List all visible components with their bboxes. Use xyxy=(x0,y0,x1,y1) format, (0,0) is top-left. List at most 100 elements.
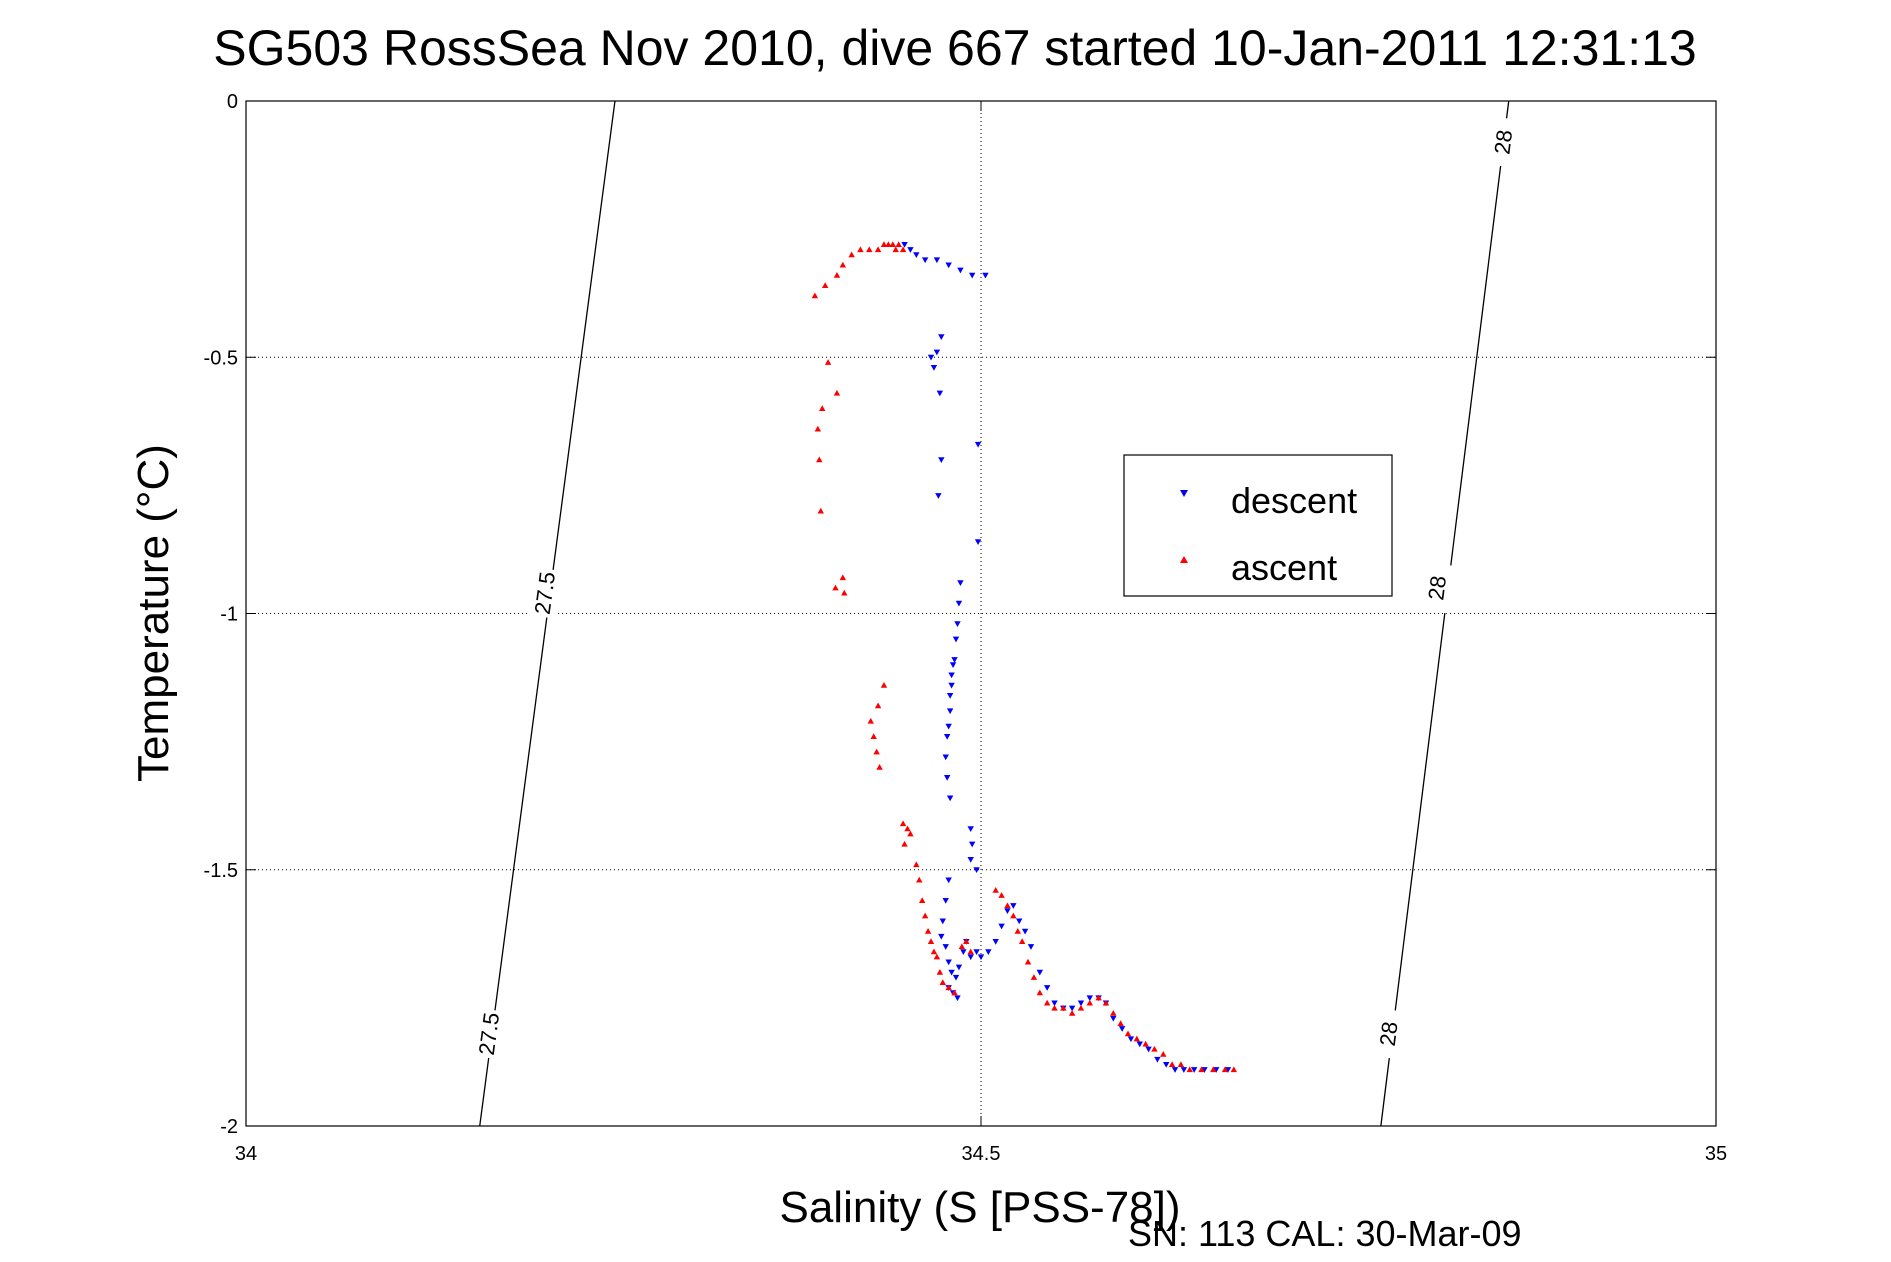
descent-point xyxy=(951,657,958,663)
ascent-point xyxy=(885,241,892,248)
ascent-point xyxy=(1010,912,1017,919)
descent-point xyxy=(960,949,967,955)
ascent-point xyxy=(1142,1040,1149,1047)
ascent-point xyxy=(1077,1004,1085,1011)
descent-point xyxy=(945,262,952,269)
ascent-point xyxy=(816,456,823,463)
descent-point xyxy=(1027,944,1035,950)
descent-point xyxy=(1127,1036,1135,1043)
descent-point xyxy=(982,272,989,279)
descent-point xyxy=(973,867,980,873)
descent-point xyxy=(921,257,929,264)
descent-point xyxy=(1213,1067,1220,1073)
descent-point xyxy=(968,841,976,848)
descent-point xyxy=(901,241,908,248)
ascent-point xyxy=(963,938,970,945)
ascent-point xyxy=(811,292,819,299)
density-contour-28 xyxy=(1380,100,1510,1127)
ascent-point xyxy=(876,764,883,770)
ascent-point xyxy=(874,702,882,709)
legend-box xyxy=(1123,454,1393,597)
data-points xyxy=(811,241,1238,1073)
descent-point xyxy=(967,826,974,832)
ascent-point xyxy=(889,241,896,248)
contour-label: 27.5 xyxy=(474,1011,504,1057)
descent-point xyxy=(938,933,945,940)
descent-point xyxy=(945,959,952,966)
ascent-point xyxy=(833,389,841,396)
descent-point xyxy=(1043,985,1051,991)
ascent-point xyxy=(870,733,877,740)
ascent-point xyxy=(958,943,966,950)
descent-point xyxy=(957,580,964,586)
descent-point xyxy=(907,247,914,253)
descent-point xyxy=(1110,1015,1117,1022)
descent-point xyxy=(945,877,952,884)
descent-point xyxy=(985,949,992,955)
ascent-point xyxy=(839,574,847,581)
descent-point xyxy=(954,995,961,1002)
descent-point xyxy=(1051,1000,1058,1007)
descent-point xyxy=(1077,1000,1085,1007)
descent-point xyxy=(967,856,974,863)
descent-point xyxy=(933,349,941,356)
ascent-point xyxy=(1151,1045,1158,1052)
contour-label-background xyxy=(1485,116,1520,168)
descent-point xyxy=(942,754,949,761)
descent-point xyxy=(1086,995,1093,1002)
ascent-point xyxy=(880,241,888,248)
ascent-point xyxy=(1014,928,1021,934)
descent-point xyxy=(939,918,946,925)
descent-point xyxy=(1118,1026,1126,1032)
ascent-point xyxy=(817,507,824,514)
descent-point xyxy=(936,390,944,397)
ascent-point xyxy=(1068,1010,1076,1016)
ascent-point xyxy=(892,246,899,253)
ascent-point xyxy=(1117,1020,1124,1027)
ascent-point xyxy=(857,246,864,253)
grid-lines xyxy=(246,101,1716,1126)
descent-point xyxy=(1171,1067,1179,1073)
descent-point xyxy=(1190,1067,1198,1073)
ascent-point xyxy=(919,897,926,904)
descent-point xyxy=(949,662,957,668)
ascent-point xyxy=(1210,1066,1217,1073)
descent-point xyxy=(933,257,941,264)
ascent-point xyxy=(936,969,944,975)
y-axis-label: Temperature (°C) xyxy=(129,444,178,782)
descent-point xyxy=(977,954,985,961)
ascent-point xyxy=(874,246,882,253)
descent-point xyxy=(1180,1067,1188,1073)
descent-point xyxy=(1036,969,1043,976)
descent-point xyxy=(938,457,945,463)
descent-point xyxy=(973,949,980,955)
contour-label-background xyxy=(527,567,562,619)
ascent-point xyxy=(819,405,826,412)
descent-point xyxy=(943,733,951,740)
ascent-point xyxy=(967,948,974,955)
ascent-point xyxy=(880,682,888,688)
ascent-point xyxy=(1230,1066,1238,1073)
y-tick-label: -1.5 xyxy=(204,860,238,882)
ascent-point xyxy=(1086,999,1093,1006)
descent-point xyxy=(913,252,920,258)
descent-point xyxy=(1201,1067,1208,1073)
x-tick-label: 34.5 xyxy=(962,1143,1001,1165)
chart-title: SG503 RossSea Nov 2010, dive 667 started… xyxy=(213,20,1696,76)
descent-point xyxy=(1004,908,1011,914)
ascent-point xyxy=(832,584,839,591)
ascent-point xyxy=(1018,938,1026,945)
descent-point xyxy=(948,682,955,689)
contour-label: 28 xyxy=(1489,128,1517,155)
descent-point xyxy=(955,964,963,971)
x-tick-label: 35 xyxy=(1705,1143,1727,1165)
ascent-point xyxy=(945,984,952,991)
contour-label: 28 xyxy=(1375,1020,1403,1047)
footer-calibration: SN: 113 CAL: 30-Mar-09 xyxy=(1128,1213,1522,1254)
descent-point xyxy=(955,600,963,607)
contour-label-background xyxy=(1371,1008,1406,1060)
ascent-point xyxy=(1160,1051,1167,1057)
x-tick-label: 34 xyxy=(235,1143,257,1165)
axis-ticks: 34 34.5 35 0 -0.5 -1 -1.5 -2 xyxy=(204,91,1728,1165)
